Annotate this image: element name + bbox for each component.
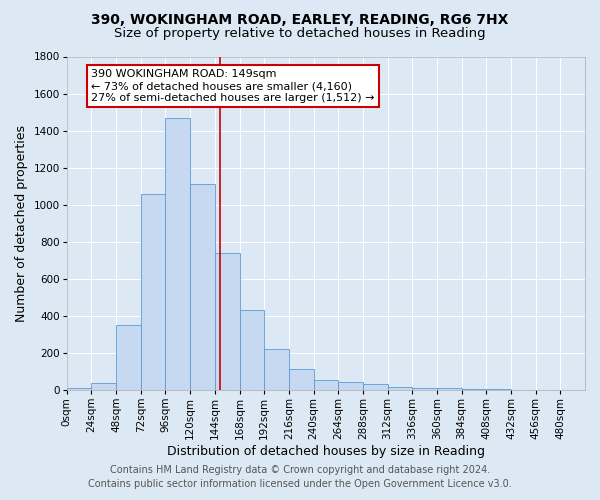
Text: 390, WOKINGHAM ROAD, EARLEY, READING, RG6 7HX: 390, WOKINGHAM ROAD, EARLEY, READING, RG…	[91, 12, 509, 26]
Bar	[437, 388, 461, 390]
Bar	[166, 118, 190, 390]
Bar	[338, 382, 363, 390]
Bar	[314, 380, 338, 390]
Bar	[461, 389, 486, 390]
Bar	[67, 388, 91, 390]
Bar	[388, 386, 412, 390]
Text: Size of property relative to detached houses in Reading: Size of property relative to detached ho…	[114, 28, 486, 40]
Bar	[412, 388, 437, 390]
Bar	[116, 325, 141, 390]
Bar	[215, 253, 239, 390]
X-axis label: Distribution of detached houses by size in Reading: Distribution of detached houses by size …	[167, 444, 485, 458]
Bar	[190, 184, 215, 390]
Bar	[141, 194, 166, 390]
Y-axis label: Number of detached properties: Number of detached properties	[15, 124, 28, 322]
Text: 390 WOKINGHAM ROAD: 149sqm
← 73% of detached houses are smaller (4,160)
27% of s: 390 WOKINGHAM ROAD: 149sqm ← 73% of deta…	[91, 70, 375, 102]
Bar	[91, 384, 116, 390]
Bar	[363, 384, 388, 390]
Bar	[289, 368, 314, 390]
Bar	[264, 349, 289, 390]
Bar	[239, 310, 264, 390]
Text: Contains HM Land Registry data © Crown copyright and database right 2024.
Contai: Contains HM Land Registry data © Crown c…	[88, 465, 512, 489]
